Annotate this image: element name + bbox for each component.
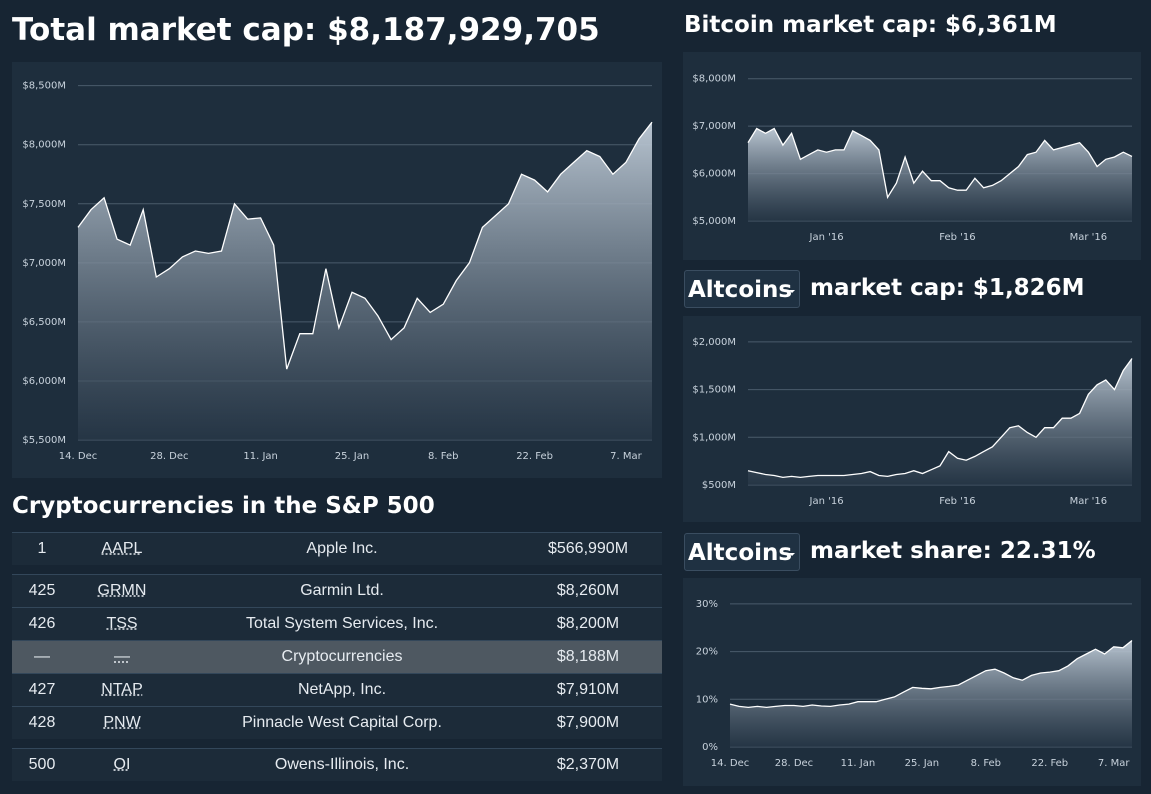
y-tick-label: $7,500M [22, 199, 66, 210]
x-tick-label: 7. Mar [610, 451, 642, 462]
table-cell: $7,900M [556, 714, 620, 731]
x-tick-label: 11. Jan [841, 758, 876, 769]
table-cell: 1 [37, 540, 47, 557]
y-tick-label: $5,000M [692, 216, 736, 227]
table-cell: $566,990M [547, 540, 629, 557]
x-tick-label: 14. Dec [59, 451, 97, 462]
table-cell: 426 [28, 615, 56, 632]
table: 1 AAPL Apple Inc. $566,990M 425 GRMN Garmin Lt… [12, 532, 662, 781]
x-tick-label: 25. Jan [335, 451, 370, 462]
y-tick-label: $6,000M [22, 376, 66, 387]
table-cell: Owens-Illinois, Inc. [274, 756, 410, 773]
table-cell: — [34, 648, 50, 665]
table-cell: Total System Services, Inc. [245, 615, 439, 632]
y-tick-label: 10% [696, 694, 718, 705]
y-tick-label: $2,000M [692, 337, 736, 348]
table-cell: $8,200M [556, 615, 620, 632]
line [747, 358, 1133, 479]
x-tick-label: 25. Jan [905, 758, 940, 769]
x-tick-label: 28. Dec [775, 758, 813, 769]
y-tick-label: 0% [702, 742, 718, 753]
x-tick-label: 11. Jan [243, 451, 278, 462]
table-row: 428 PNW Pinnacle West Capital Corp. $7,900M [12, 706, 662, 739]
table-row: 426 TSS Total System Services, Inc. $8,200M [12, 607, 662, 640]
area [78, 122, 652, 440]
table-cell[interactable]: GRMN [97, 582, 147, 599]
y-tick-label: 20% [696, 647, 718, 658]
chart-title: market cap: $1,826M [810, 275, 1085, 301]
table-cell: $8,188M [556, 648, 620, 665]
y-tick-label: $5,500M [22, 435, 66, 446]
table-cell: $8,260M [556, 582, 620, 599]
x-tick-label: Mar '16 [1070, 232, 1108, 243]
table-row: 1 AAPL Apple Inc. $566,990M [12, 532, 662, 565]
chart-title: Bitcoin market cap: $6,361M [684, 12, 1057, 38]
table-cell[interactable]: PNW [103, 714, 141, 731]
table-cell: $7,910M [556, 681, 620, 698]
area [730, 640, 1132, 747]
table-cell: 428 [28, 714, 56, 731]
table-row: — — Cryptocurrencies $8,188M [12, 640, 662, 673]
x-tick-label: 22. Feb [1031, 758, 1068, 769]
y-tick-label: $7,000M [692, 121, 736, 132]
x-tick-label: Feb '16 [939, 232, 975, 243]
table-row: 427 NTAP NetApp, Inc. $7,910M [12, 673, 662, 706]
table-cell[interactable]: OI [113, 756, 131, 773]
y-tick-label: $6,500M [22, 317, 66, 328]
table-cell: $2,370M [556, 756, 620, 773]
table-cell[interactable]: NTAP [101, 681, 143, 698]
table-cell[interactable]: — [114, 648, 130, 665]
y-tick-label: $7,000M [22, 258, 66, 269]
x-tick-label: 14. Dec [711, 758, 749, 769]
chart-title: Total market cap: $8,187,929,705 [12, 12, 600, 48]
table-title: Cryptocurrencies in the S&P 500 [12, 493, 435, 519]
y-tick-label: $6,000M [692, 169, 736, 180]
line [729, 639, 1133, 709]
y-tick-label: $8,500M [22, 81, 66, 92]
line [77, 121, 653, 370]
table-row: 425 GRMN Garmin Ltd. $8,260M [12, 574, 662, 607]
x-tick-label: Jan '16 [809, 496, 844, 507]
y-tick-label: $1,500M [692, 385, 736, 396]
y-tick-label: $1,000M [692, 432, 736, 443]
y-tick-label: $8,000M [692, 74, 736, 85]
y-tick-label: $500M [702, 480, 736, 491]
x-tick-label: 8. Feb [428, 451, 458, 462]
area [748, 358, 1132, 485]
x-tick-label: Mar '16 [1070, 496, 1108, 507]
x-tick-label: 22. Feb [516, 451, 553, 462]
y-tick-label: $8,000M [22, 140, 66, 151]
table-cell[interactable]: TSS [106, 615, 138, 632]
table-cell: 425 [28, 582, 56, 599]
chart-title: market share: 22.31% [810, 538, 1096, 564]
table-cell: Cryptocurrencies [281, 648, 403, 665]
y-tick-label: 30% [696, 599, 718, 610]
x-tick-label: 28. Dec [150, 451, 188, 462]
table-cell[interactable]: AAPL [101, 540, 143, 557]
x-tick-label: 7. Mar [1098, 758, 1130, 769]
table-cell: Garmin Ltd. [300, 582, 384, 599]
area [748, 128, 1132, 221]
table-cell: 427 [28, 681, 56, 698]
table-cell: 500 [28, 756, 56, 773]
table-cell: Apple Inc. [306, 540, 378, 557]
x-tick-label: 8. Feb [971, 758, 1001, 769]
table-row: 500 OI Owens-Illinois, Inc. $2,370M [12, 748, 662, 781]
selector[interactable]: Altcoins [684, 270, 800, 308]
selector[interactable]: Altcoins [684, 533, 800, 571]
table-cell: NetApp, Inc. [297, 681, 387, 698]
x-tick-label: Feb '16 [939, 496, 975, 507]
x-tick-label: Jan '16 [809, 232, 844, 243]
line [747, 127, 1133, 200]
table-cell: Pinnacle West Capital Corp. [242, 714, 442, 731]
